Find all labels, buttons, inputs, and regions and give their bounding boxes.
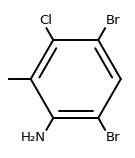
Text: Br: Br	[106, 14, 121, 27]
Text: H₂N: H₂N	[21, 131, 46, 144]
Text: Br: Br	[106, 131, 121, 144]
Text: Cl: Cl	[39, 14, 52, 27]
